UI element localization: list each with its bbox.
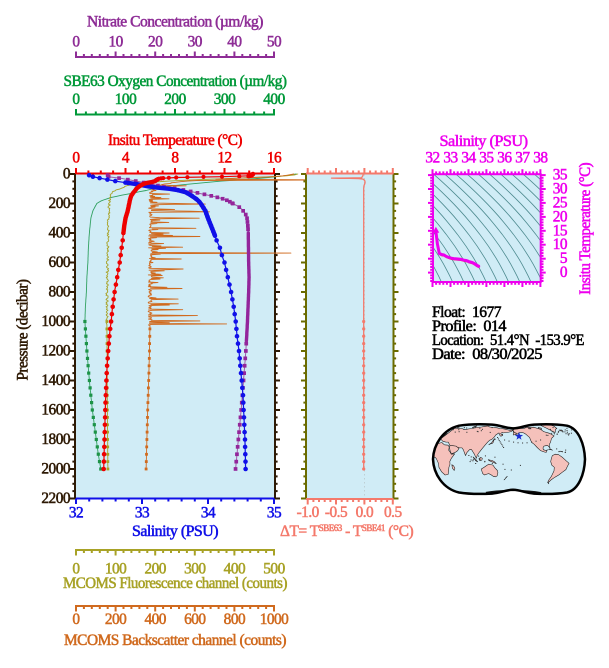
svg-text:Insitu Temperature (°C): Insitu Temperature (°C) <box>108 132 242 149</box>
svg-text:34: 34 <box>201 505 216 522</box>
svg-text:400: 400 <box>144 611 166 628</box>
svg-text:500: 500 <box>263 561 285 578</box>
svg-text:200: 200 <box>49 195 71 212</box>
svg-text:20: 20 <box>148 34 163 51</box>
svg-text:20: 20 <box>553 208 568 225</box>
svg-text:100: 100 <box>105 561 127 578</box>
svg-text:Salinity (PSU): Salinity (PSU) <box>440 133 528 150</box>
svg-text:SBE63 Oxygen Concentration (µm: SBE63 Oxygen Concentration (µm/kg) <box>64 73 287 90</box>
svg-text:800: 800 <box>224 611 246 628</box>
svg-text:2200: 2200 <box>41 490 70 507</box>
svg-text:0: 0 <box>72 611 80 628</box>
svg-text:32: 32 <box>69 505 83 522</box>
svg-text:10: 10 <box>108 34 123 51</box>
svg-text:5: 5 <box>560 250 568 267</box>
svg-text:35: 35 <box>479 150 494 167</box>
svg-text:1800: 1800 <box>41 431 70 448</box>
svg-text:8: 8 <box>171 150 179 167</box>
svg-text:800: 800 <box>49 284 71 301</box>
svg-text:Profile: 014: Profile: 014 <box>432 318 507 335</box>
svg-text:300: 300 <box>184 561 206 578</box>
svg-text:Insitu Temperature (°C): Insitu Temperature (°C) <box>577 162 594 294</box>
svg-text:34: 34 <box>461 150 476 167</box>
svg-text:33: 33 <box>135 505 150 522</box>
svg-text:Float: 1677: Float: 1677 <box>432 304 502 321</box>
svg-text:35: 35 <box>267 505 282 522</box>
svg-text:35: 35 <box>553 167 568 184</box>
svg-text:Location: 51.4°N -153.9°E: Location: 51.4°N -153.9°E <box>432 332 584 349</box>
svg-text:0: 0 <box>72 91 80 108</box>
svg-text:300: 300 <box>214 91 236 108</box>
svg-text:2000: 2000 <box>41 461 70 478</box>
svg-text:400: 400 <box>263 91 285 108</box>
svg-text:40: 40 <box>227 34 242 51</box>
svg-text:0.0: 0.0 <box>356 504 374 521</box>
svg-text:10: 10 <box>553 236 568 253</box>
svg-text:33: 33 <box>443 150 458 167</box>
svg-text:ΔT= TSBE63 - TSBE41 (°C): ΔT= TSBE63 - TSBE41 (°C) <box>280 523 413 540</box>
svg-text:1600: 1600 <box>41 402 70 419</box>
svg-text:4: 4 <box>122 150 130 167</box>
svg-text:100: 100 <box>115 91 137 108</box>
svg-text:1000: 1000 <box>41 313 70 330</box>
svg-text:200: 200 <box>105 611 127 628</box>
svg-text:36: 36 <box>497 150 512 167</box>
svg-text:1400: 1400 <box>41 372 70 389</box>
svg-text:600: 600 <box>184 611 206 628</box>
svg-text:Nitrate Concentration (µm/kg): Nitrate Concentration (µm/kg) <box>87 14 263 31</box>
svg-text:30: 30 <box>188 34 203 51</box>
svg-text:MCOMS Fluorescence channel (co: MCOMS Fluorescence channel (counts) <box>63 575 287 592</box>
svg-text:1200: 1200 <box>41 343 70 360</box>
svg-text:600: 600 <box>49 254 71 271</box>
svg-text:15: 15 <box>553 222 568 239</box>
svg-text:400: 400 <box>49 225 71 242</box>
svg-text:200: 200 <box>164 91 186 108</box>
svg-text:16: 16 <box>267 150 282 167</box>
svg-text:MCOMS Backscatter channel (cou: MCOMS Backscatter channel (counts) <box>64 632 286 649</box>
svg-text:0: 0 <box>63 166 71 183</box>
svg-text:0.5: 0.5 <box>384 504 402 521</box>
svg-text:32: 32 <box>425 150 439 167</box>
svg-text:38: 38 <box>533 150 548 167</box>
svg-text:30: 30 <box>553 181 568 198</box>
svg-text:12: 12 <box>217 150 231 167</box>
svg-text:-1.0: -1.0 <box>297 504 320 521</box>
svg-text:1000: 1000 <box>260 611 289 628</box>
svg-text:50: 50 <box>267 34 282 51</box>
svg-text:0: 0 <box>72 150 80 167</box>
svg-text:25: 25 <box>553 194 568 211</box>
svg-text:200: 200 <box>144 561 166 578</box>
svg-text:0: 0 <box>72 561 80 578</box>
svg-text:0: 0 <box>72 34 80 51</box>
svg-text:Date: 08/30/2025: Date: 08/30/2025 <box>432 346 543 363</box>
svg-text:400: 400 <box>224 561 246 578</box>
svg-text:-0.5: -0.5 <box>325 504 348 521</box>
svg-text:Salinity (PSU): Salinity (PSU) <box>132 523 218 540</box>
svg-text:0: 0 <box>560 264 568 281</box>
svg-text:37: 37 <box>515 150 530 167</box>
svg-text:Pressure (decibar): Pressure (decibar) <box>15 279 32 380</box>
